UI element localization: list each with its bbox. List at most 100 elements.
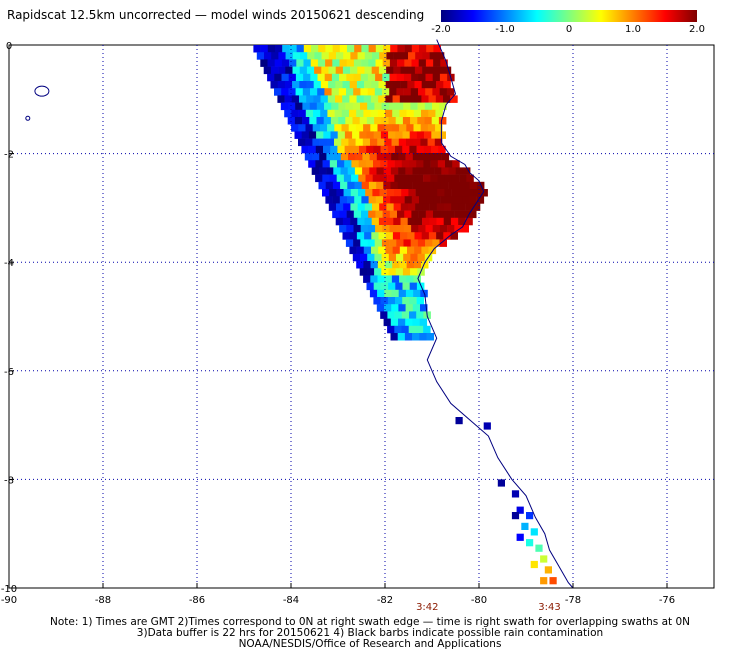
wind-cell xyxy=(416,311,424,319)
wind-cell xyxy=(426,333,434,341)
wind-cell xyxy=(411,225,419,233)
wind-cell xyxy=(349,109,357,118)
wind-cell xyxy=(329,160,338,168)
wind-cell xyxy=(310,73,318,82)
wind-cell xyxy=(306,66,315,75)
wind-cell xyxy=(318,167,327,175)
note-line-3: NOAA/NESDIS/Office of Research and Appli… xyxy=(238,638,502,650)
wind-cell xyxy=(377,289,385,298)
wind-cell xyxy=(299,66,308,75)
wind-cell xyxy=(420,153,428,161)
wind-cell xyxy=(388,117,396,125)
wind-cell xyxy=(366,131,374,139)
wind-cell xyxy=(331,102,339,111)
wind-cell xyxy=(345,239,354,247)
wind-cell xyxy=(341,109,350,118)
wind-cell xyxy=(325,45,333,53)
wind-cell xyxy=(375,225,383,233)
wind-cell xyxy=(405,304,414,312)
wind-cell xyxy=(497,479,505,487)
wind-cell xyxy=(407,66,416,75)
wind-cell xyxy=(535,544,543,552)
wind-cell xyxy=(292,52,301,60)
wind-cell xyxy=(408,203,416,211)
wind-cell xyxy=(358,189,366,197)
wind-cell xyxy=(379,174,388,183)
wind-cell xyxy=(421,261,429,269)
wind-cell xyxy=(356,81,365,89)
wind-cell xyxy=(291,124,299,132)
wind-cell xyxy=(436,81,444,89)
wind-cell xyxy=(350,66,358,75)
x-tick-label: -82 xyxy=(377,595,393,606)
wind-cell xyxy=(327,95,336,103)
wind-cell xyxy=(294,117,303,125)
wind-cell xyxy=(414,232,422,240)
wind-cell xyxy=(428,81,437,89)
wind-cell xyxy=(391,124,400,132)
wind-cell xyxy=(434,138,443,147)
wind-cell xyxy=(361,196,369,204)
wind-cell xyxy=(415,325,424,334)
wind-cell xyxy=(332,196,341,204)
wind-cell xyxy=(381,117,389,125)
wind-cell xyxy=(373,145,381,154)
wind-cell xyxy=(430,174,438,183)
wind-cell xyxy=(383,196,391,204)
x-tick-label: -86 xyxy=(189,595,205,606)
wind-cell xyxy=(360,253,368,262)
wind-cell xyxy=(432,225,441,233)
wind-cell xyxy=(389,88,397,96)
wind-cell xyxy=(412,167,420,175)
wind-cell xyxy=(305,109,314,118)
wind-cell xyxy=(386,189,395,197)
wind-cell xyxy=(425,225,433,233)
wind-cell xyxy=(356,261,364,269)
wind-cell xyxy=(398,304,406,312)
wind-cell xyxy=(396,102,404,111)
wind-cell xyxy=(476,196,485,204)
wind-cell xyxy=(417,239,426,247)
wind-cell xyxy=(387,174,395,183)
wind-cell xyxy=(371,217,380,226)
wind-cell xyxy=(426,196,434,204)
wind-cell xyxy=(380,145,389,154)
wind-cell xyxy=(340,167,348,175)
wind-cell xyxy=(380,131,389,139)
wind-cell xyxy=(277,95,285,103)
wind-cell xyxy=(389,59,398,67)
wind-cell xyxy=(373,131,382,139)
wind-cell xyxy=(353,73,361,82)
wind-cell xyxy=(411,196,420,204)
wind-cell xyxy=(395,117,404,125)
wind-cell xyxy=(378,232,386,240)
wind-cell xyxy=(431,145,439,154)
wind-cell xyxy=(363,246,372,255)
wind-cell xyxy=(391,138,400,147)
wind-cell xyxy=(383,181,391,190)
wind-cell xyxy=(436,203,445,211)
wind-cell xyxy=(312,124,321,132)
wind-cell xyxy=(400,217,408,226)
wind-cell xyxy=(371,66,380,75)
wind-cell xyxy=(381,102,390,111)
wind-cell xyxy=(408,325,417,334)
wind-cell xyxy=(540,577,548,585)
wind-cell xyxy=(399,124,407,132)
wind-cell xyxy=(419,196,427,204)
swath-time-label: 3:42 xyxy=(416,602,438,610)
wind-cell xyxy=(384,138,392,147)
wind-cell xyxy=(374,102,382,111)
wind-cell xyxy=(443,217,452,226)
wind-cell xyxy=(309,117,317,125)
wind-cell xyxy=(377,138,385,147)
wind-cell xyxy=(443,66,452,75)
wind-cell xyxy=(260,59,268,67)
wind-cell xyxy=(327,109,335,118)
wind-cell xyxy=(383,167,392,175)
wind-cell xyxy=(274,73,282,82)
wind-cell xyxy=(380,311,388,319)
wind-cell xyxy=(330,145,338,154)
wind-cell xyxy=(411,210,419,219)
wind-cell xyxy=(349,232,358,240)
